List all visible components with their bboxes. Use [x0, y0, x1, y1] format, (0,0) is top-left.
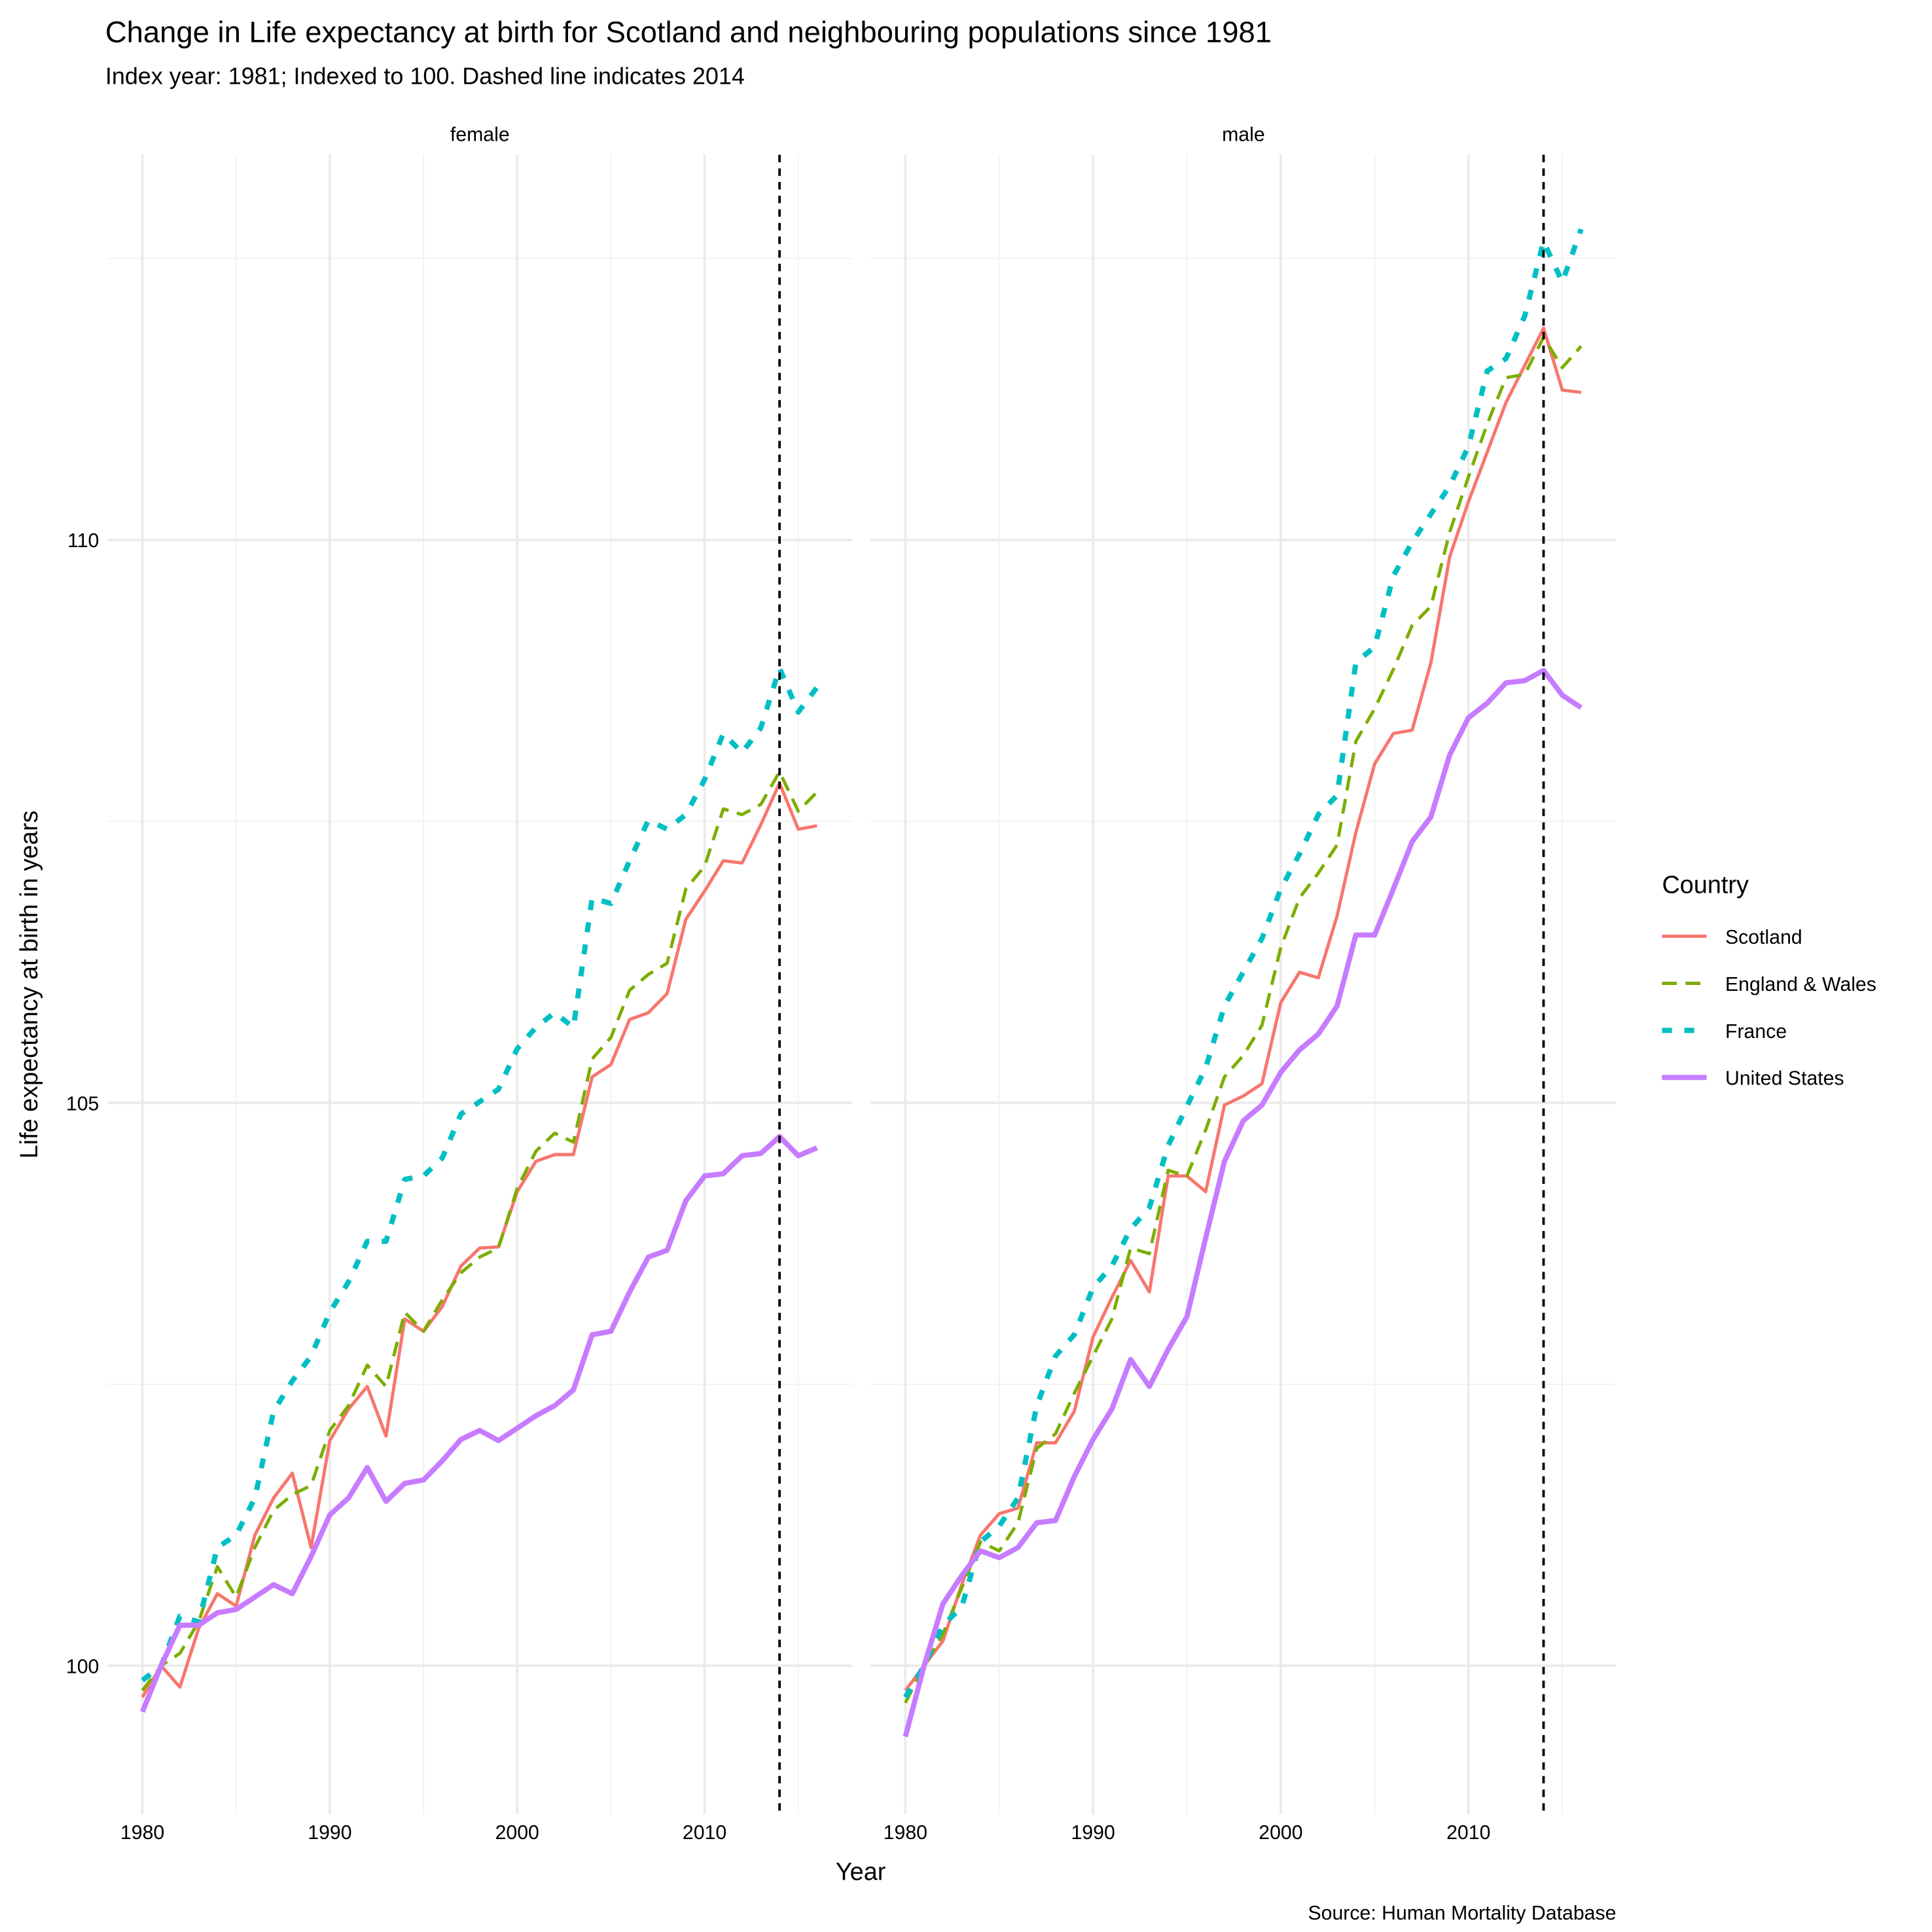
y-tick-label: 105 [66, 1093, 99, 1115]
legend-label: England & Wales [1725, 974, 1876, 995]
chart-subtitle: Index year: 1981; Indexed to 100. Dashed… [105, 63, 745, 90]
x-tick-label: 1980 [120, 1822, 164, 1844]
x-tick-label: 1990 [1071, 1822, 1115, 1844]
series-line [903, 668, 1583, 1738]
legend-title: Country [1662, 871, 1749, 899]
chart-title: Change in Life expectancy at birth for S… [105, 15, 1272, 48]
x-tick-label: 2010 [1446, 1822, 1490, 1844]
y-axis-label: Life expectancy at birth in years [16, 810, 43, 1158]
caption: Source: Human Mortality Database [1308, 1903, 1616, 1924]
x-axis-label: Year [836, 1859, 885, 1886]
x-tick-label: 2000 [495, 1822, 539, 1844]
x-tick-label: 1990 [308, 1822, 351, 1844]
series-line [141, 770, 819, 1692]
facet-label: female [450, 124, 510, 146]
legend-label: Scotland [1725, 927, 1802, 948]
legend-label: France [1725, 1021, 1787, 1043]
x-tick-label: 1980 [884, 1822, 927, 1844]
series-line [139, 1134, 818, 1713]
x-tick-label: 2010 [683, 1822, 726, 1844]
series-line [141, 666, 819, 1683]
x-tick-label: 2000 [1259, 1822, 1302, 1844]
facet-label: male [1222, 124, 1265, 146]
legend-label: United States [1725, 1068, 1844, 1090]
series-line [904, 335, 1583, 1704]
y-tick-label: 100 [66, 1656, 99, 1678]
series-line [141, 781, 817, 1698]
y-tick-label: 110 [67, 530, 99, 552]
series-line [904, 327, 1582, 1692]
